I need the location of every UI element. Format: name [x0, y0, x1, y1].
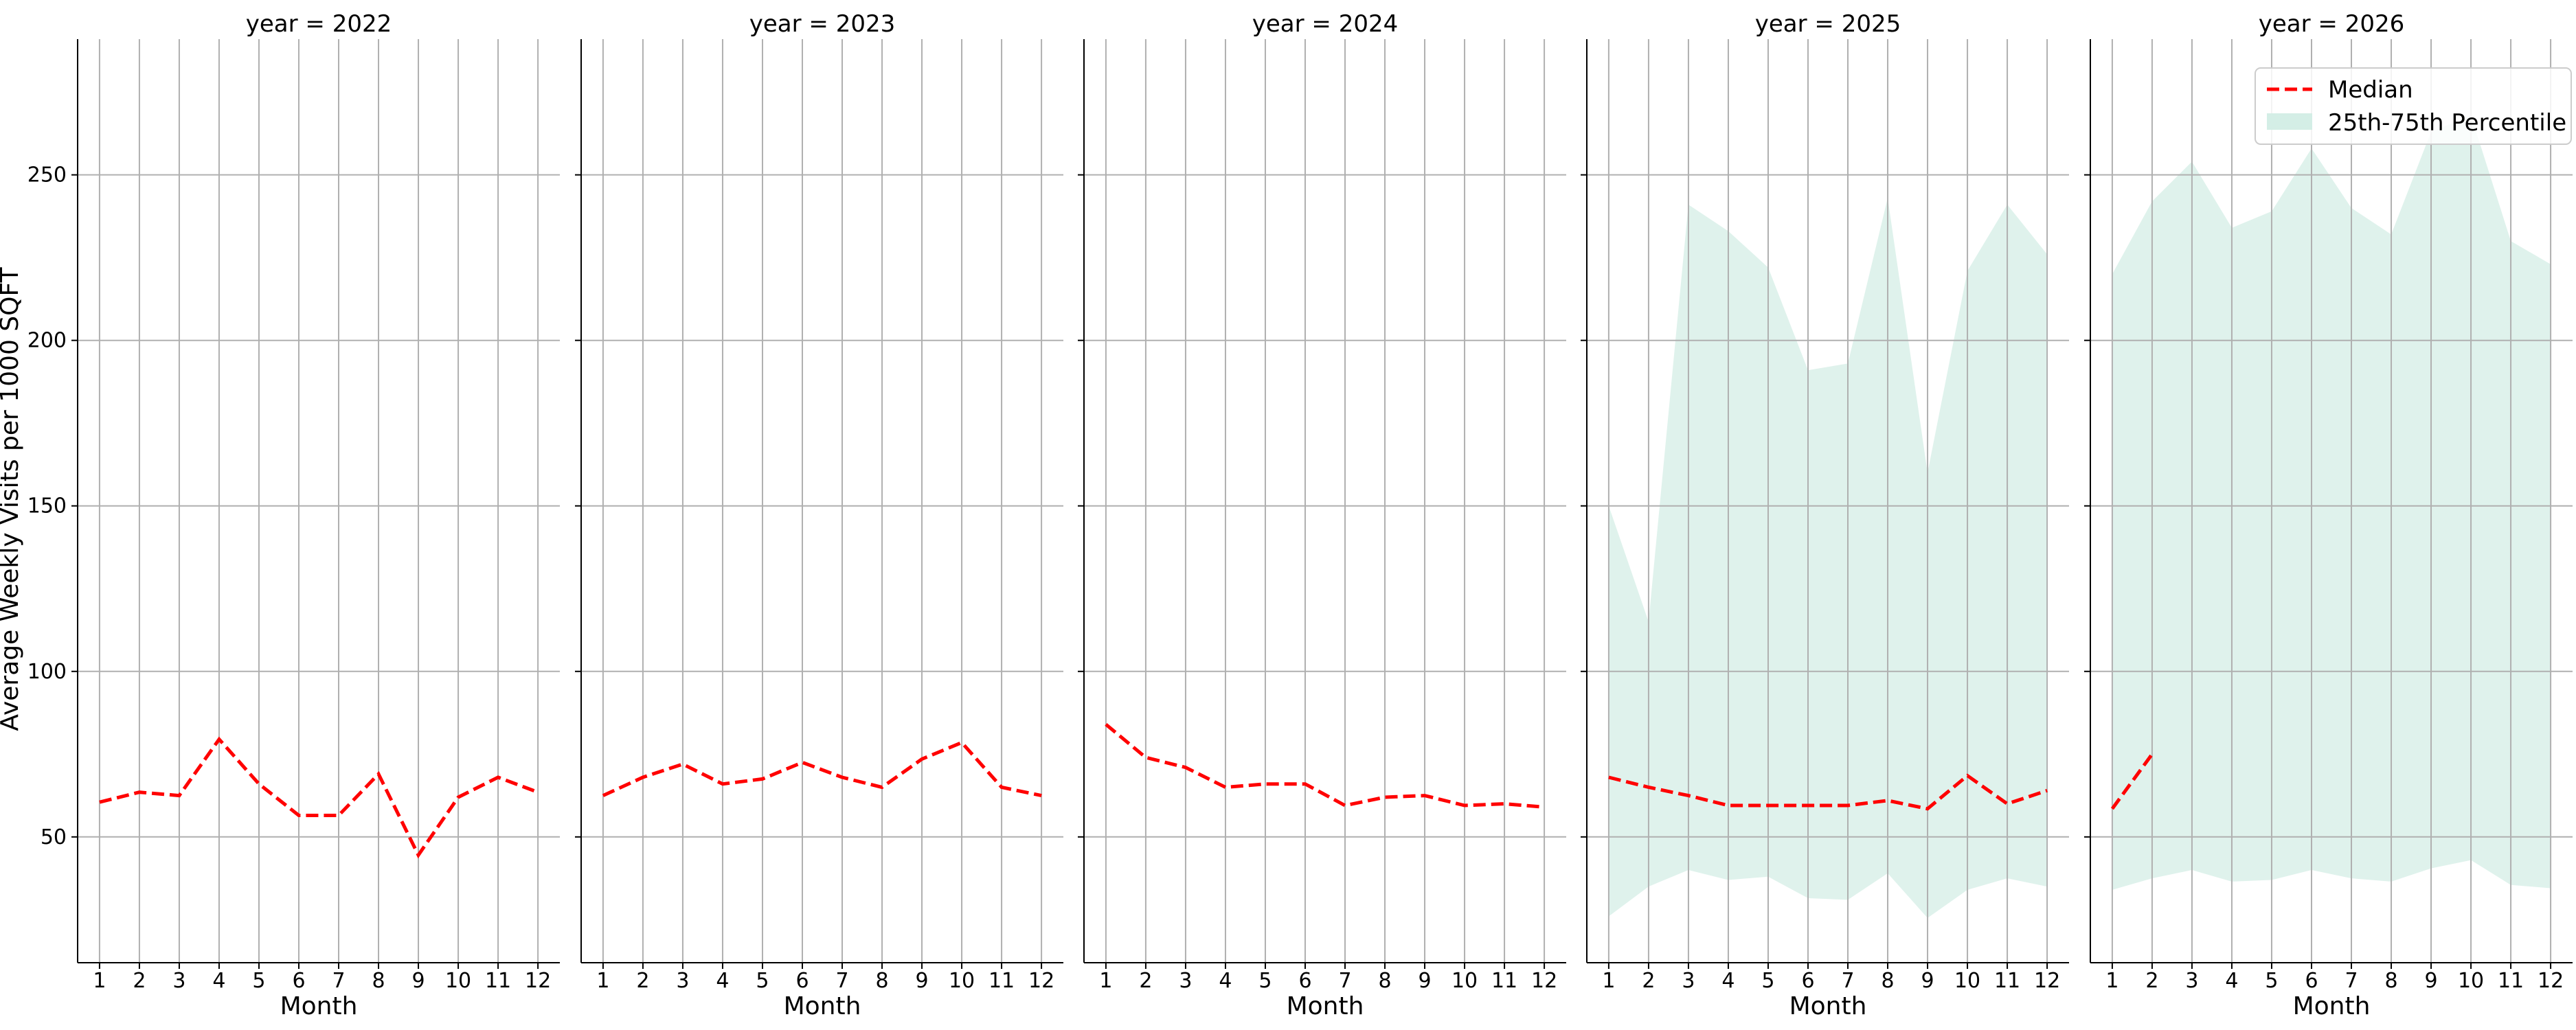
x-tick-label: 8 — [2384, 969, 2397, 993]
x-axis-label: Month — [784, 992, 861, 1020]
x-tick-label: 1 — [1602, 969, 1615, 993]
x-tick-label: 10 — [1451, 969, 1478, 993]
x-tick-label: 5 — [1258, 969, 1272, 993]
x-tick-label: 2 — [1139, 969, 1152, 993]
median-line — [602, 740, 1042, 798]
x-axis-label: Month — [2293, 992, 2371, 1020]
x-tick-label: 7 — [1841, 969, 1854, 993]
x-tick-label: 10 — [445, 969, 471, 993]
x-tick-label: 1 — [1099, 969, 1112, 993]
x-tick-label: 8 — [372, 969, 385, 993]
x-tick-label: 2 — [1642, 969, 1655, 993]
x-tick-label: 8 — [1378, 969, 1391, 993]
x-tick-label: 6 — [1801, 969, 1814, 993]
x-tick-label: 10 — [1954, 969, 1980, 993]
median-line — [1608, 773, 2048, 811]
x-tick-label: 12 — [1531, 969, 1557, 993]
x-tick-label: 6 — [795, 969, 809, 993]
legend-median-label: Median — [2328, 76, 2413, 104]
x-tick-label: 1 — [596, 969, 609, 993]
x-tick-label: 1 — [93, 969, 106, 993]
x-tick-label: 12 — [2034, 969, 2060, 993]
x-tick-label: 11 — [1994, 969, 2020, 993]
x-tick-label: 3 — [676, 969, 689, 993]
x-tick-label: 9 — [2424, 969, 2437, 993]
x-tick-label: 8 — [875, 969, 888, 993]
x-tick-label: 3 — [1682, 969, 1695, 993]
x-tick-label: 8 — [1881, 969, 1894, 993]
percentile-band — [1608, 198, 2048, 918]
x-axis-label: Month — [280, 992, 358, 1020]
x-tick-label: 11 — [2498, 969, 2524, 993]
x-tick-label: 11 — [988, 969, 1015, 993]
x-tick-label: 1 — [2105, 969, 2119, 993]
y-tick-label: 150 — [27, 494, 67, 518]
x-tick-label: 7 — [835, 969, 848, 993]
x-axis-label: Month — [1287, 992, 1364, 1020]
x-tick-label: 5 — [756, 969, 769, 993]
median-line — [99, 736, 539, 859]
x-tick-label: 11 — [1491, 969, 1517, 993]
y-tick-label: 100 — [27, 660, 67, 684]
x-tick-label: 4 — [1219, 969, 1232, 993]
y-tick-label: 200 — [27, 329, 67, 353]
median-line — [1105, 722, 1545, 809]
x-tick-label: 10 — [949, 969, 975, 993]
x-tick-label: 4 — [212, 969, 225, 993]
x-tick-label: 5 — [2265, 969, 2278, 993]
x-tick-label: 11 — [485, 969, 511, 993]
x-tick-label: 2 — [2145, 969, 2158, 993]
x-tick-label: 5 — [1761, 969, 1774, 993]
y-tick-label: 50 — [41, 825, 67, 849]
x-tick-label: 2 — [133, 969, 146, 993]
x-tick-label: 7 — [1338, 969, 1351, 993]
x-tick-label: 9 — [1921, 969, 1934, 993]
x-tick-label: 6 — [1298, 969, 1311, 993]
x-tick-label: 4 — [1721, 969, 1735, 993]
x-tick-label: 2 — [636, 969, 649, 993]
x-tick-label: 6 — [2305, 969, 2318, 993]
x-tick-label: 12 — [525, 969, 551, 993]
y-axis-label: Average Weekly Visits per 1000 SQFT — [0, 266, 24, 731]
x-tick-label: 6 — [292, 969, 305, 993]
percentile-band — [2112, 115, 2551, 890]
legend-band-label: 25th-75th Percentile — [2328, 109, 2566, 137]
x-tick-label: 9 — [1418, 969, 1431, 993]
x-tick-label: 3 — [2185, 969, 2198, 993]
x-tick-label: 3 — [1179, 969, 1192, 993]
x-tick-label: 12 — [1028, 969, 1054, 993]
x-tick-label: 10 — [2458, 969, 2484, 993]
x-tick-label: 3 — [172, 969, 185, 993]
x-tick-label: 9 — [411, 969, 425, 993]
panel-title: year = 2022 — [246, 10, 392, 38]
legend-band-swatch — [2267, 113, 2312, 130]
x-tick-label: 5 — [252, 969, 265, 993]
legend-box — [2255, 67, 2572, 145]
x-tick-label: 7 — [332, 969, 345, 993]
panel-title: year = 2026 — [2259, 10, 2404, 38]
x-tick-label: 4 — [2225, 969, 2238, 993]
y-tick-label: 250 — [27, 163, 67, 187]
panel-title: year = 2025 — [1755, 10, 1901, 38]
panel-title: year = 2023 — [749, 10, 895, 38]
x-tick-label: 12 — [2538, 969, 2564, 993]
x-tick-label: 7 — [2345, 969, 2358, 993]
panel-title: year = 2024 — [1252, 10, 1398, 38]
legend: Median 25th-75th Percentile — [2255, 67, 2572, 145]
median-line — [2110, 753, 2154, 810]
x-tick-label: 9 — [915, 969, 928, 993]
x-axis-label: Month — [1789, 992, 1867, 1020]
x-tick-label: 4 — [716, 969, 729, 993]
